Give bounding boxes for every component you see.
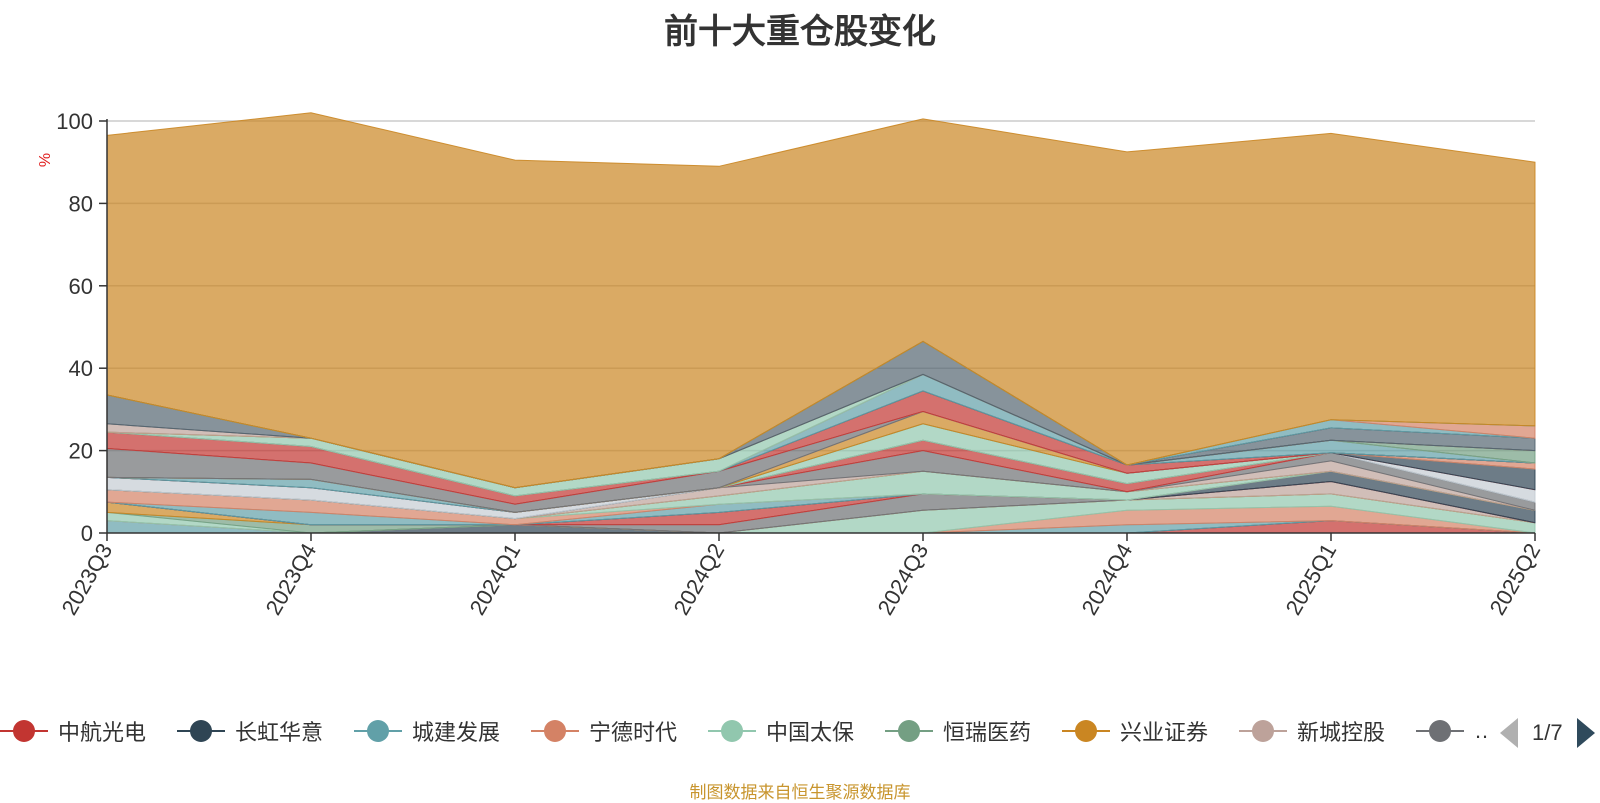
- y-tick-label: 100: [56, 109, 93, 134]
- area-series-51: [106, 112, 1536, 489]
- x-tick-label: 2023Q4: [261, 539, 322, 619]
- legend: 中航光电 长虹华意 城建发展 宁德时代 中国太保 恒瑞医药 兴业证券 新城控股 …: [0, 712, 1490, 750]
- legend-marker-icon: [0, 712, 48, 750]
- legend-prev-page-icon[interactable]: [1500, 718, 1518, 748]
- legend-marker-icon: [885, 712, 933, 750]
- y-axis-unit-label: %: [37, 153, 54, 167]
- legend-marker-icon: [1416, 712, 1464, 750]
- y-tick-label: 20: [69, 439, 93, 464]
- legend-label: 长虹华意: [235, 720, 324, 745]
- x-tick-label: 2024Q4: [1077, 539, 1138, 619]
- x-tick-label: 2024Q1: [465, 539, 526, 619]
- x-tick-label: 2023Q3: [57, 539, 118, 619]
- legend-item[interactable]: 长虹华意: [177, 712, 323, 750]
- legend-label: 中国太保: [766, 720, 855, 745]
- legend-marker-icon: [1239, 712, 1287, 750]
- legend-label: …: [1474, 718, 1490, 744]
- legend-label: 新城控股: [1297, 720, 1386, 745]
- y-tick-label: 0: [81, 521, 93, 546]
- y-tick-label: 40: [69, 356, 93, 381]
- legend-label: 宁德时代: [589, 720, 678, 745]
- legend-marker-icon: [354, 712, 402, 750]
- y-tick-label: 80: [69, 191, 93, 216]
- legend-page-indicator: 1/7: [1532, 720, 1563, 745]
- x-tick-label: 2025Q2: [1485, 539, 1546, 619]
- legend-marker-icon: [1062, 712, 1110, 750]
- legend-label: 兴业证券: [1120, 720, 1209, 745]
- legend-item[interactable]: …: [1416, 712, 1490, 750]
- legend-label: 恒瑞医药: [943, 720, 1032, 745]
- stacked-areas: [106, 112, 1536, 534]
- legend-marker-icon: [708, 712, 756, 750]
- legend-label: 中航光电: [58, 720, 147, 745]
- y-tick-label: 60: [69, 274, 93, 299]
- legend-item[interactable]: 新城控股: [1239, 712, 1385, 750]
- legend-item[interactable]: 兴业证券: [1062, 712, 1208, 750]
- legend-next-page-icon[interactable]: [1576, 718, 1595, 748]
- legend-marker-icon: [177, 712, 225, 750]
- legend-item[interactable]: 中航光电: [0, 712, 146, 750]
- source-note: 制图数据来自恒生聚源数据库: [689, 783, 911, 802]
- legend-item[interactable]: 恒瑞医药: [885, 712, 1031, 750]
- legend-item[interactable]: 中国太保: [708, 712, 854, 750]
- legend-marker-icon: [531, 712, 579, 750]
- x-tick-label: 2024Q2: [669, 539, 730, 619]
- legend-pager: 1/7: [1500, 716, 1595, 750]
- x-tick-label: 2024Q3: [873, 539, 934, 619]
- chart-title: 前十大重仓股变化: [664, 13, 936, 51]
- legend-item[interactable]: 宁德时代: [531, 712, 677, 750]
- area-chart: 0 20 40 60 80 100 2023Q3 2023Q4 2024Q1 2024Q2 2024…: [37, 109, 1546, 619]
- x-tick-label: 2025Q1: [1281, 539, 1342, 619]
- legend-label: 城建发展: [412, 720, 501, 745]
- legend-item[interactable]: 城建发展: [354, 712, 500, 750]
